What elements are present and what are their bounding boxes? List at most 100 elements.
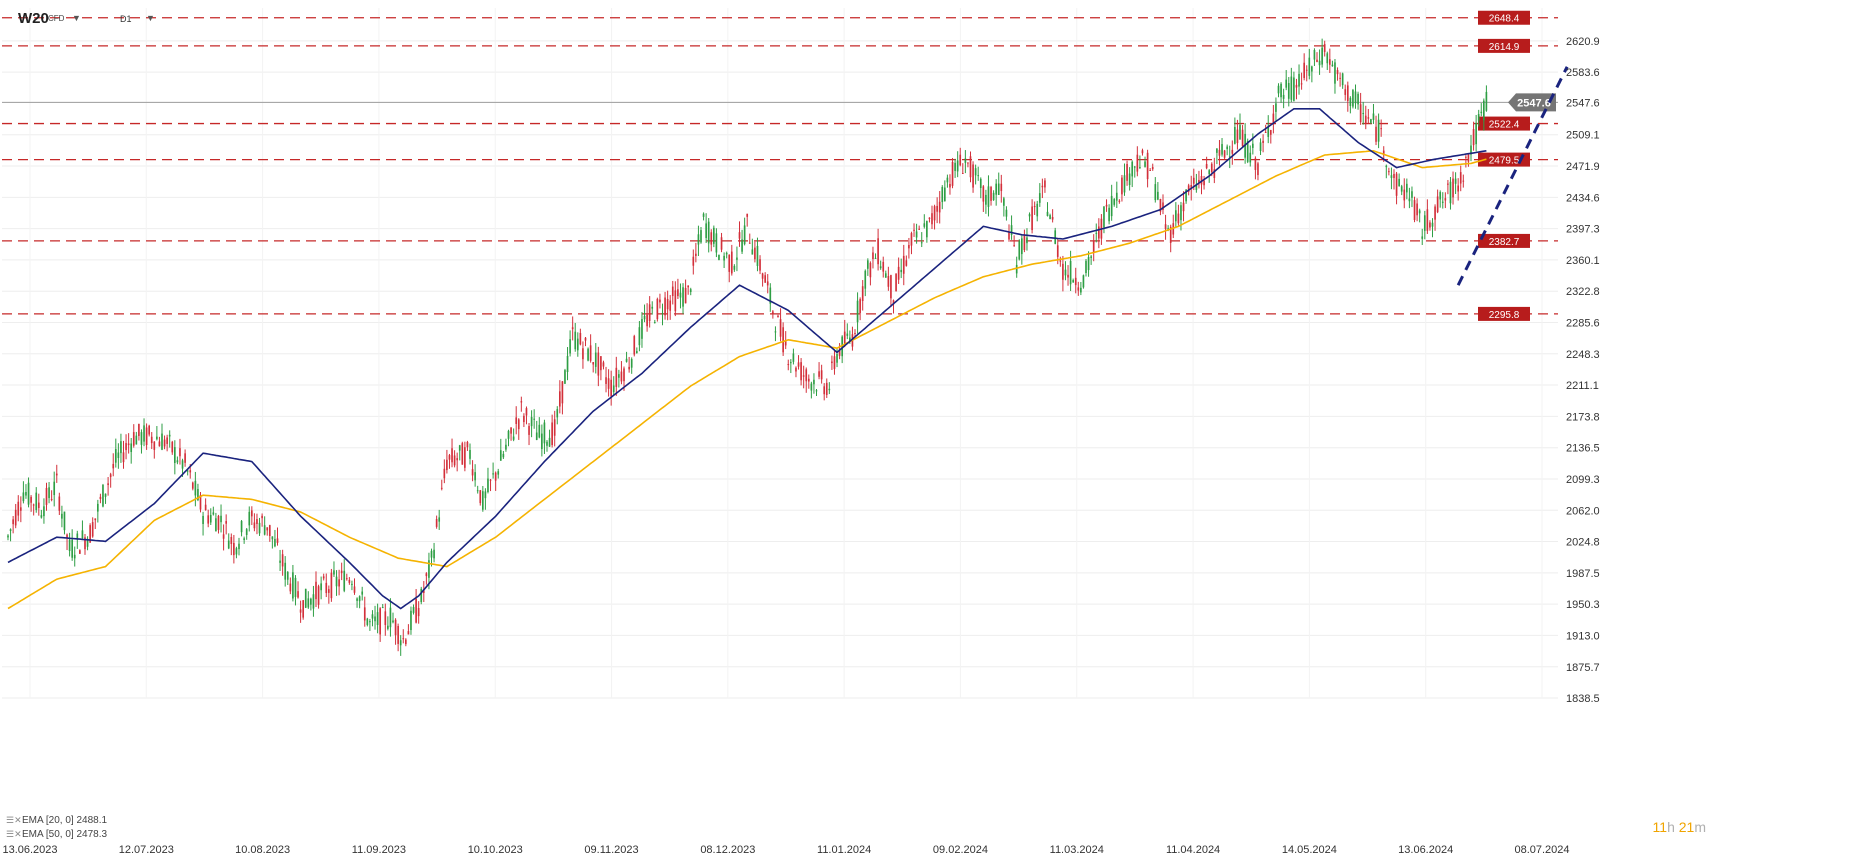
candle-bull bbox=[1285, 79, 1288, 88]
candle-bear bbox=[402, 638, 405, 640]
candle-bear bbox=[50, 498, 53, 500]
candle-bull bbox=[96, 503, 99, 512]
candle-bear bbox=[892, 300, 895, 305]
candle-bull bbox=[1157, 191, 1159, 200]
candle-bear bbox=[1092, 240, 1095, 253]
candle-bear bbox=[345, 578, 348, 580]
candle-bull bbox=[1282, 94, 1285, 99]
candle-bull bbox=[1321, 47, 1323, 65]
candle-bull bbox=[792, 353, 795, 362]
candle-bear bbox=[1059, 260, 1062, 262]
candle-bull bbox=[430, 550, 433, 558]
candle-bull bbox=[1349, 97, 1352, 106]
timeframe-label[interactable]: D1 bbox=[120, 14, 132, 24]
candle-bull bbox=[428, 560, 430, 578]
candle-bear bbox=[782, 327, 784, 353]
candle-bear bbox=[466, 441, 469, 448]
candle-bull bbox=[63, 511, 66, 531]
candle-bull bbox=[576, 338, 579, 351]
candle-bull bbox=[140, 432, 143, 445]
candle-bull bbox=[1115, 192, 1118, 201]
candle-bear bbox=[1231, 149, 1234, 154]
candle-bull bbox=[587, 348, 589, 361]
candle-bear bbox=[579, 332, 582, 345]
candle-bull bbox=[1005, 209, 1008, 217]
candle-bull bbox=[682, 287, 684, 307]
candle-bull bbox=[492, 473, 494, 475]
candle-bear bbox=[281, 554, 284, 567]
candle-bear bbox=[1187, 185, 1190, 192]
candle-bull bbox=[1377, 119, 1380, 142]
candle-bear bbox=[415, 598, 417, 623]
caret-down-icon[interactable]: ▼ bbox=[72, 13, 81, 23]
candle-bull bbox=[985, 194, 987, 205]
candle-bear bbox=[933, 206, 936, 221]
candle-bear bbox=[1126, 163, 1128, 181]
candle-bull bbox=[22, 492, 25, 502]
last-price-label: 2547.6 bbox=[1517, 97, 1551, 109]
candle-bull bbox=[743, 225, 746, 245]
candle-bull bbox=[997, 183, 1000, 196]
candle-bear bbox=[1177, 213, 1180, 224]
candle-bear bbox=[456, 458, 459, 461]
candle-bull bbox=[541, 433, 543, 449]
candle-bear bbox=[759, 259, 761, 271]
candle-bear bbox=[1241, 129, 1244, 147]
indicator-legend-ema20[interactable]: ☰✕EMA [20, 0] 2488.1 bbox=[6, 814, 107, 827]
candle-bear bbox=[961, 172, 964, 174]
candle-bear bbox=[184, 453, 186, 463]
candle-bull bbox=[7, 535, 9, 538]
candle-bull bbox=[1010, 225, 1013, 235]
candle-bull bbox=[1293, 77, 1295, 101]
candle-bear bbox=[772, 311, 774, 314]
candle-bear bbox=[833, 356, 836, 369]
candle-bear bbox=[353, 586, 356, 593]
candle-bear bbox=[189, 470, 192, 473]
countdown-hours-unit: h bbox=[1667, 819, 1675, 835]
symbol-name[interactable]: W20 bbox=[18, 10, 49, 27]
candle-bear bbox=[949, 183, 951, 188]
level-badge bbox=[1478, 152, 1530, 167]
candle-bull bbox=[702, 213, 705, 217]
candle-bear bbox=[1380, 128, 1383, 130]
y-tick-label: 1913.0 bbox=[1566, 630, 1600, 642]
candle-bull bbox=[1095, 232, 1098, 234]
candle-bear bbox=[1254, 158, 1257, 170]
caret-down-icon[interactable]: ▼ bbox=[146, 13, 155, 23]
candle-bear bbox=[748, 242, 751, 244]
candle-bull bbox=[48, 487, 50, 499]
y-tick-label: 2583.6 bbox=[1566, 67, 1600, 79]
y-tick-label: 2211.1 bbox=[1566, 380, 1599, 392]
level-label: 2648.4 bbox=[1489, 14, 1520, 25]
candle-bull bbox=[956, 160, 959, 172]
candle-bull bbox=[358, 596, 361, 602]
settings-close-icon[interactable]: ☰✕ bbox=[6, 815, 22, 825]
candle-bear bbox=[1303, 62, 1306, 78]
level-label: 2522.4 bbox=[1489, 120, 1520, 131]
candle-bull bbox=[712, 227, 715, 244]
settings-close-icon[interactable]: ☰✕ bbox=[6, 829, 22, 839]
candle-bull bbox=[497, 471, 500, 475]
candle-bear bbox=[1262, 140, 1264, 143]
candle-bull bbox=[212, 512, 215, 515]
candle-bull bbox=[846, 333, 849, 336]
candle-bear bbox=[982, 186, 985, 202]
candle-bull bbox=[1049, 215, 1051, 220]
candle-bear bbox=[289, 583, 292, 592]
candle-bull bbox=[653, 322, 656, 324]
candle-bear bbox=[620, 371, 623, 382]
candle-bull bbox=[725, 252, 728, 255]
candle-bull bbox=[1475, 122, 1477, 145]
y-tick-label: 1838.5 bbox=[1566, 693, 1600, 705]
candle-bear bbox=[1336, 70, 1339, 75]
y-tick-label: 2360.1 bbox=[1566, 255, 1600, 267]
candle-bear bbox=[600, 356, 602, 371]
candle-bull bbox=[1139, 167, 1141, 169]
candle-bull bbox=[900, 269, 903, 273]
candle-bull bbox=[1080, 287, 1082, 293]
candle-bear bbox=[1264, 131, 1267, 133]
candle-bear bbox=[517, 419, 520, 430]
candle-bear bbox=[597, 352, 600, 376]
indicator-legend-ema50[interactable]: ☰✕EMA [50, 0] 2478.3 bbox=[6, 828, 107, 841]
